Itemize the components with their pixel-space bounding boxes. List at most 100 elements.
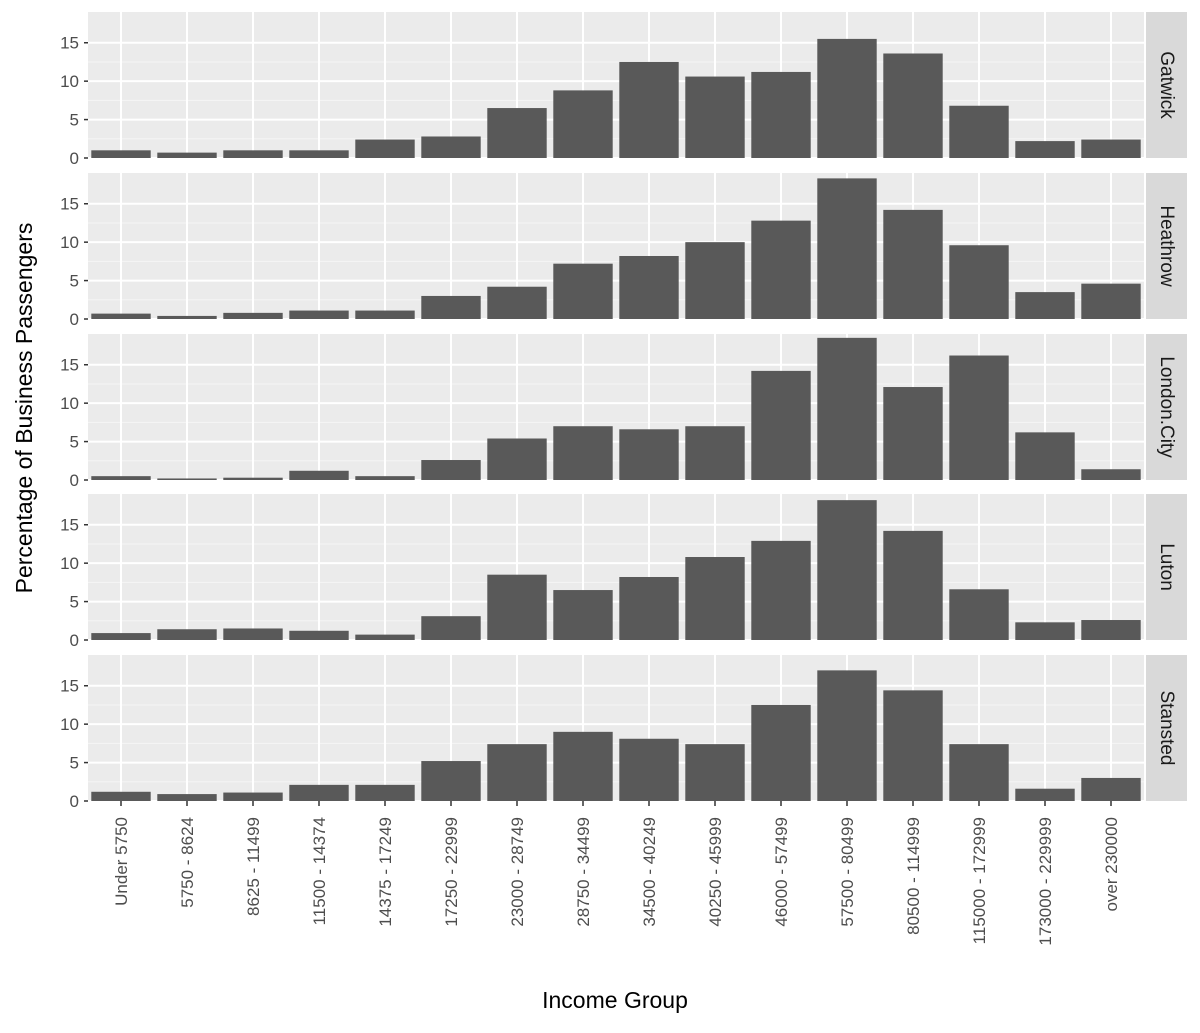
bar-luton-7 <box>553 590 613 640</box>
x-tick-label: 14375 - 17249 <box>376 817 395 927</box>
bar-luton-10 <box>751 540 811 640</box>
bar-heathrow-15 <box>1081 283 1141 319</box>
y-tick-label: 0 <box>70 471 79 490</box>
panel-stansted: 0 5 10 15 Stansted <box>60 655 1187 811</box>
bar-gatwick-4 <box>355 139 415 158</box>
bar-luton-6 <box>487 574 547 640</box>
bar-luton-14 <box>1015 622 1075 640</box>
x-tick-label: 8625 - 11499 <box>244 817 263 916</box>
bar-london-city-3 <box>289 470 349 480</box>
bar-heathrow-2 <box>223 312 283 319</box>
y-tick-label: 15 <box>60 34 79 53</box>
y-tick-label: 5 <box>70 433 79 452</box>
facet-label-gatwick: Gatwick <box>1156 51 1177 119</box>
bar-heathrow-13 <box>949 245 1009 319</box>
bar-gatwick-0 <box>91 150 151 158</box>
x-axis: Under 5750 5750 - 8624 8625 - 11499 11500 -… <box>112 801 1121 946</box>
bar-gatwick-14 <box>1015 141 1075 158</box>
facet-label-stansted: Stansted <box>1156 691 1177 766</box>
bar-gatwick-13 <box>949 105 1009 158</box>
bar-stansted-15 <box>1081 777 1141 801</box>
bar-heathrow-12 <box>883 209 943 319</box>
bar-gatwick-5 <box>421 136 481 158</box>
bar-luton-12 <box>883 530 943 640</box>
x-tick-label: Under 5750 <box>112 817 131 906</box>
x-tick-label: 57500 - 80499 <box>838 817 857 927</box>
facet-label-london-city: London.City <box>1156 356 1177 458</box>
y-tick-label: 0 <box>70 631 79 650</box>
bar-stansted-7 <box>553 731 613 801</box>
x-tick-label: 28750 - 34499 <box>574 817 593 927</box>
y-tick-label: 0 <box>70 149 79 168</box>
bar-stansted-2 <box>223 792 283 801</box>
bar-stansted-12 <box>883 690 943 801</box>
y-tick-label: 15 <box>60 677 79 696</box>
bar-stansted-14 <box>1015 788 1075 801</box>
y-tick-label: 5 <box>70 272 79 291</box>
bar-gatwick-6 <box>487 108 547 158</box>
bar-heathrow-7 <box>553 263 613 319</box>
y-tick-label: 15 <box>60 516 79 535</box>
x-tick-label: 11500 - 14374 <box>310 817 329 925</box>
panel-london-city: 0 5 10 15 London.City <box>60 334 1187 490</box>
bar-luton-3 <box>289 630 349 640</box>
bar-stansted-4 <box>355 784 415 801</box>
bar-gatwick-10 <box>751 71 811 158</box>
y-tick-label: 15 <box>60 195 79 214</box>
facet-strip <box>1146 655 1187 801</box>
bar-luton-2 <box>223 628 283 640</box>
bar-stansted-9 <box>685 744 745 801</box>
bar-stansted-6 <box>487 744 547 801</box>
bar-london-city-5 <box>421 460 481 480</box>
bar-london-city-10 <box>751 370 811 480</box>
bar-stansted-3 <box>289 784 349 801</box>
panels-layer: 0 5 10 15 Gatwick 0 5 10 15 Heathrow 0 5 10 15 London.… <box>60 12 1187 811</box>
bar-stansted-0 <box>91 791 151 801</box>
bar-heathrow-4 <box>355 310 415 319</box>
facet-strip <box>1146 173 1187 319</box>
bar-gatwick-3 <box>289 150 349 158</box>
bar-luton-0 <box>91 633 151 640</box>
bar-heathrow-1 <box>157 315 217 319</box>
bar-gatwick-1 <box>157 152 217 158</box>
y-tick-label: 5 <box>70 754 79 773</box>
panel-heathrow: 0 5 10 15 Heathrow <box>60 173 1187 329</box>
y-tick-label: 0 <box>70 310 79 329</box>
bar-london-city-6 <box>487 438 547 480</box>
bar-gatwick-12 <box>883 53 943 158</box>
bar-luton-15 <box>1081 620 1141 640</box>
bar-gatwick-9 <box>685 76 745 158</box>
facet-label-heathrow: Heathrow <box>1156 205 1177 287</box>
bar-london-city-1 <box>157 478 217 480</box>
bar-luton-4 <box>355 634 415 640</box>
bar-stansted-1 <box>157 794 217 801</box>
bar-heathrow-14 <box>1015 292 1075 319</box>
bar-heathrow-6 <box>487 286 547 319</box>
y-tick-label: 10 <box>60 233 79 252</box>
facet-strip <box>1146 12 1187 158</box>
bar-london-city-0 <box>91 476 151 480</box>
bar-london-city-12 <box>883 387 943 480</box>
bar-london-city-13 <box>949 355 1009 480</box>
facet-strip <box>1146 334 1187 480</box>
bar-stansted-11 <box>817 670 877 801</box>
y-tick-label: 10 <box>60 72 79 91</box>
x-tick-label: 34500 - 40249 <box>640 817 659 927</box>
facet-label-luton: Luton <box>1156 543 1177 591</box>
bar-london-city-15 <box>1081 469 1141 480</box>
bar-gatwick-15 <box>1081 139 1141 158</box>
bar-luton-9 <box>685 557 745 640</box>
bar-stansted-13 <box>949 744 1009 801</box>
y-tick-label: 15 <box>60 356 79 375</box>
x-tick-label: 17250 - 22999 <box>442 817 461 927</box>
bar-stansted-8 <box>619 738 679 801</box>
x-tick-label: 173000 - 229999 <box>1036 817 1055 946</box>
bar-luton-1 <box>157 629 217 640</box>
bar-heathrow-8 <box>619 255 679 319</box>
y-tick-label: 10 <box>60 394 79 413</box>
bar-stansted-5 <box>421 761 481 801</box>
bar-london-city-14 <box>1015 432 1075 480</box>
x-tick-label: over 230000 <box>1102 817 1121 912</box>
x-tick-label: 46000 - 57499 <box>772 817 791 927</box>
